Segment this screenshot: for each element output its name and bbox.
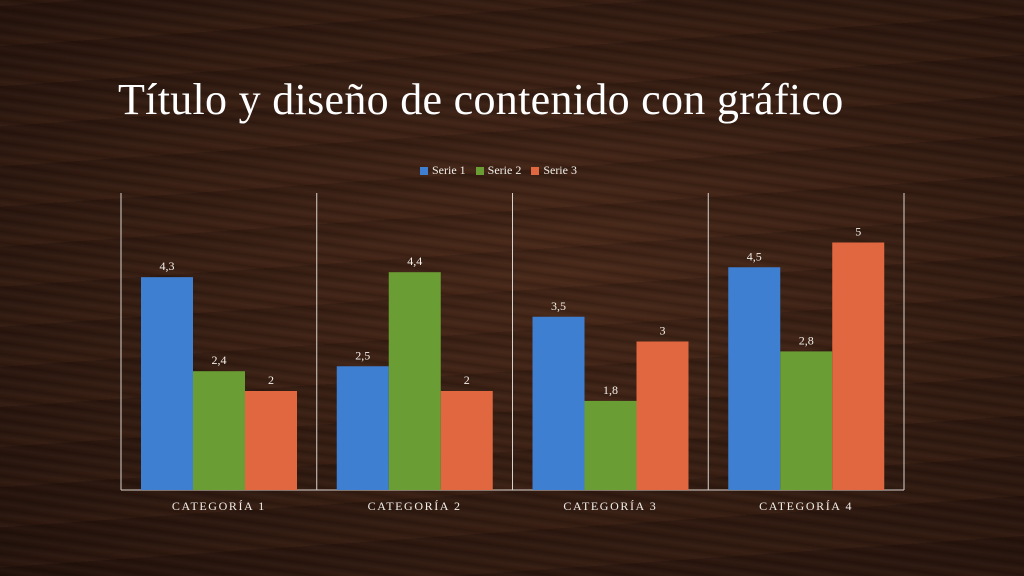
x-tick-label: CATEGORÍA 2 (368, 499, 462, 513)
bar-1-cat-1 (141, 277, 193, 490)
bar-1-cat-3 (532, 316, 585, 490)
bar-3-cat-1 (245, 391, 297, 490)
chart-legend: Serie 1 Serie 2 Serie 3 (420, 163, 577, 178)
legend-label-serie-3: Serie 3 (543, 163, 577, 177)
x-tick-label: CATEGORÍA 3 (563, 499, 657, 513)
legend-swatch-serie-2 (475, 166, 484, 175)
legend-swatch-serie-3 (531, 166, 540, 175)
legend-item-serie-3: Serie 3 (531, 163, 577, 178)
bar-1-cat-2 (336, 366, 389, 490)
data-label: 3 (660, 324, 666, 338)
data-label: 4,4 (407, 254, 422, 268)
bar-1-cat-4 (728, 267, 781, 490)
data-label: 2,4 (212, 353, 227, 367)
data-label: 4,3 (160, 259, 175, 273)
legend-label-serie-1: Serie 1 (432, 163, 466, 177)
legend-item-serie-1: Serie 1 (420, 163, 466, 178)
x-tick-label: CATEGORÍA 4 (759, 499, 853, 513)
x-tick-label: CATEGORÍA 1 (172, 499, 266, 513)
bar-3-cat-3 (636, 341, 689, 490)
bar-2-cat-4 (780, 351, 833, 490)
data-label: 2,5 (355, 348, 370, 362)
bar-2-cat-1 (193, 371, 245, 490)
legend-swatch-serie-1 (420, 166, 428, 175)
data-label: 2 (268, 373, 274, 387)
bar-2-cat-3 (584, 400, 637, 490)
legend-item-serie-2: Serie 2 (475, 163, 522, 178)
legend-label-serie-2: Serie 2 (487, 163, 522, 177)
data-label: 3,5 (551, 299, 566, 313)
data-label: 4,5 (747, 249, 762, 263)
slide-title: Título y diseño de contenido con gráfico (118, 75, 844, 124)
bar-3-cat-4 (832, 242, 885, 490)
data-label: 1,8 (603, 383, 618, 397)
bar-2-cat-2 (388, 272, 441, 490)
data-label: 2,8 (799, 333, 814, 347)
data-label: 2 (464, 373, 470, 387)
bar-3-cat-2 (440, 391, 493, 490)
data-label: 5 (855, 225, 861, 239)
